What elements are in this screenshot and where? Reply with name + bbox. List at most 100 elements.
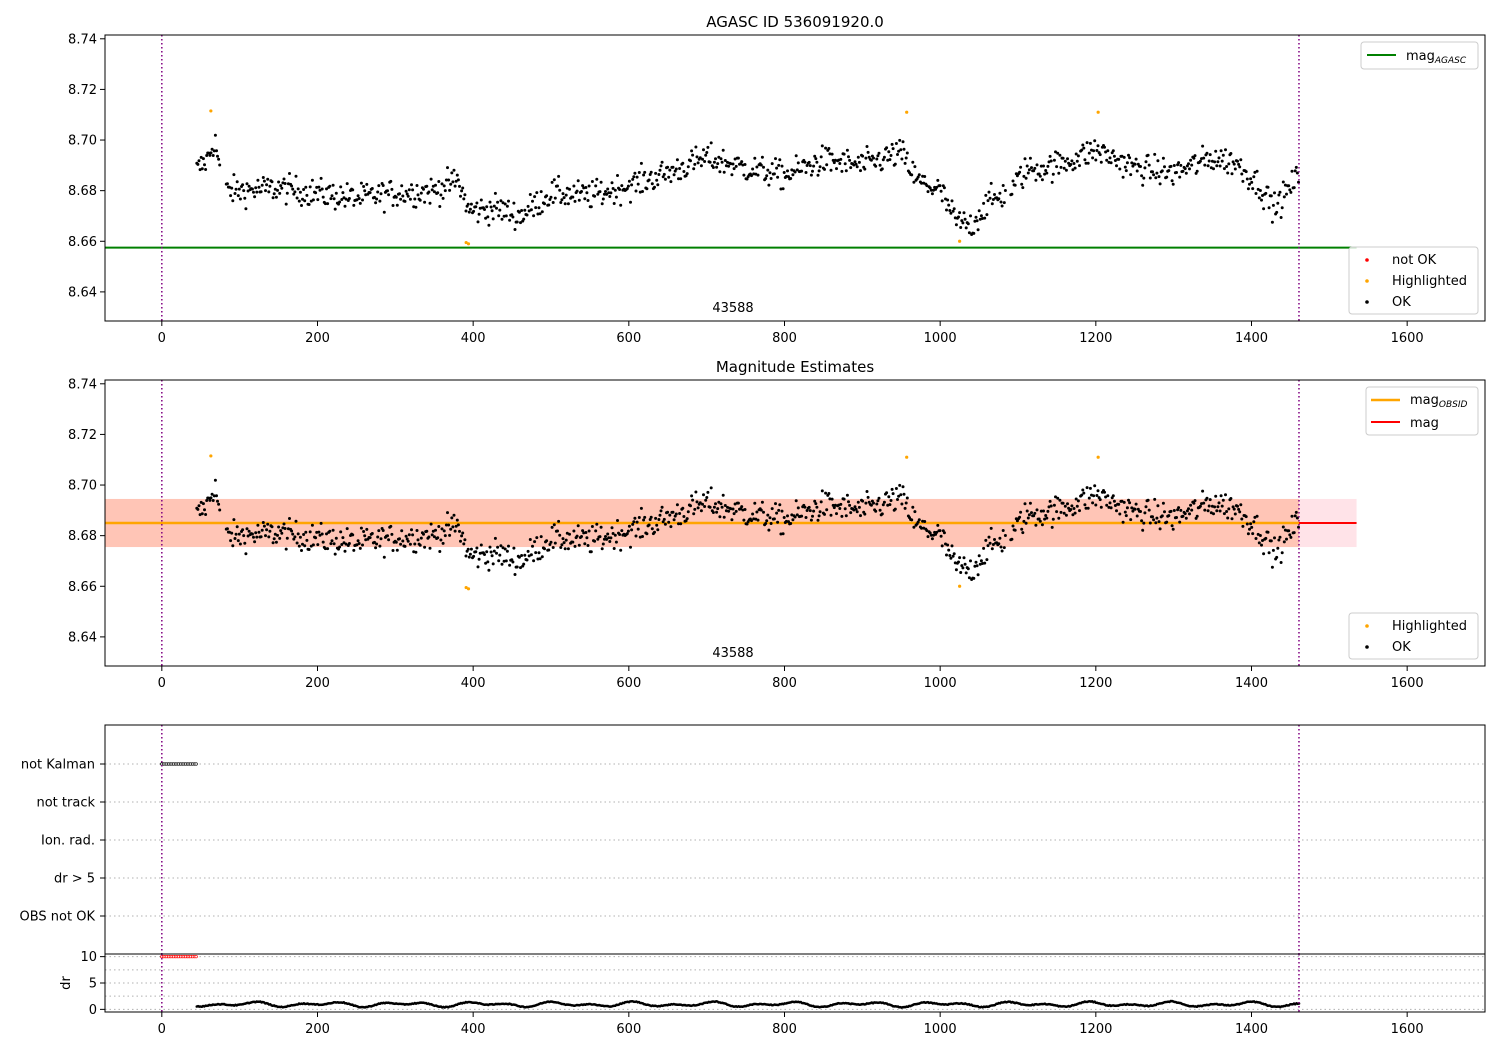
ok-point xyxy=(440,182,444,186)
ok-point xyxy=(1246,187,1250,191)
ok-point xyxy=(780,164,784,168)
ok-point xyxy=(204,168,208,171)
ok-point xyxy=(1109,161,1113,165)
ok-point xyxy=(1123,510,1127,514)
ok-point xyxy=(1257,541,1261,545)
ok-point xyxy=(425,529,429,533)
ok-point xyxy=(575,189,579,193)
ok-point xyxy=(717,155,721,159)
ok-point xyxy=(878,163,882,167)
ok-point xyxy=(1238,510,1242,514)
ok-point xyxy=(526,204,530,208)
ok-point xyxy=(253,540,257,544)
ok-point xyxy=(662,172,666,176)
ok-point xyxy=(1022,174,1026,178)
ok-point xyxy=(414,550,418,554)
ok-point xyxy=(1096,144,1100,148)
ok-point xyxy=(639,506,643,510)
ok-point xyxy=(523,553,527,557)
ok-point xyxy=(331,183,335,187)
ok-point xyxy=(210,492,214,496)
ok-point xyxy=(632,175,636,179)
ok-point xyxy=(282,177,286,181)
ok-point xyxy=(824,146,828,150)
ok-point xyxy=(300,549,303,552)
ok-point xyxy=(379,537,383,541)
not-kalman-point xyxy=(194,762,198,766)
ok-point xyxy=(1109,506,1113,510)
ok-point xyxy=(950,199,954,203)
ok-point xyxy=(1244,515,1248,519)
ok-point xyxy=(751,167,755,171)
ok-point xyxy=(678,167,682,170)
ok-point xyxy=(1010,537,1014,541)
ok-point xyxy=(647,178,651,182)
ok-point xyxy=(654,516,658,520)
ok-point xyxy=(715,165,719,169)
ok-point xyxy=(283,182,287,185)
ok-point xyxy=(1113,159,1117,162)
ok-point xyxy=(563,547,567,551)
ok-point xyxy=(1269,194,1273,198)
ok-point xyxy=(634,189,638,193)
ok-point xyxy=(745,522,749,526)
ok-point xyxy=(432,535,436,539)
ok-point xyxy=(266,522,270,526)
ok-point xyxy=(811,514,814,518)
ok-point xyxy=(1118,167,1122,171)
ok-point xyxy=(1080,493,1084,497)
ok-point xyxy=(427,535,431,539)
ok-point xyxy=(1273,536,1276,540)
ok-point xyxy=(704,153,708,157)
ok-point xyxy=(1038,174,1042,178)
ok-point xyxy=(957,560,960,564)
ok-point xyxy=(887,495,891,499)
ok-point xyxy=(267,535,271,539)
ok-point xyxy=(925,529,929,533)
ok-point xyxy=(242,189,246,193)
ok-point xyxy=(529,208,533,212)
ok-point xyxy=(484,561,488,565)
ok-point xyxy=(343,549,347,553)
ok-point xyxy=(382,210,386,214)
ok-point xyxy=(1078,164,1081,168)
ok-point xyxy=(803,505,807,509)
ok-point xyxy=(252,190,255,194)
ok-point xyxy=(512,201,516,205)
legend-mag-agasc-label: magAGASC xyxy=(1406,49,1467,66)
ok-point xyxy=(585,536,589,540)
x-tick-label: 1400 xyxy=(1235,676,1268,691)
ok-point xyxy=(926,190,930,194)
ok-point xyxy=(1154,521,1158,525)
ok-point xyxy=(770,507,774,511)
ok-point xyxy=(898,138,902,142)
ok-point xyxy=(827,147,831,150)
ok-point xyxy=(755,510,759,514)
ok-point xyxy=(497,214,501,218)
ok-point xyxy=(1023,157,1027,161)
ok-point xyxy=(590,180,594,183)
ok-point xyxy=(362,530,366,533)
ok-point xyxy=(329,542,333,546)
ok-point xyxy=(1081,143,1085,147)
ok-point xyxy=(648,518,652,521)
ok-point xyxy=(951,554,955,558)
ok-point xyxy=(386,189,389,193)
ok-point xyxy=(876,154,880,158)
ok-point xyxy=(212,494,216,498)
ok-point xyxy=(1218,509,1222,513)
ok-point xyxy=(352,203,356,207)
ok-point xyxy=(448,533,452,537)
ok-point xyxy=(1095,494,1099,497)
ok-point xyxy=(838,507,842,510)
ok-point xyxy=(377,184,381,188)
ok-point xyxy=(820,144,824,148)
ok-point xyxy=(864,156,868,160)
ok-point xyxy=(536,212,540,216)
ok-point xyxy=(447,178,451,182)
ok-point xyxy=(723,159,727,162)
ok-point xyxy=(614,540,618,544)
ok-point xyxy=(378,544,382,548)
ok-point xyxy=(394,195,398,199)
ok-point xyxy=(1058,153,1062,157)
